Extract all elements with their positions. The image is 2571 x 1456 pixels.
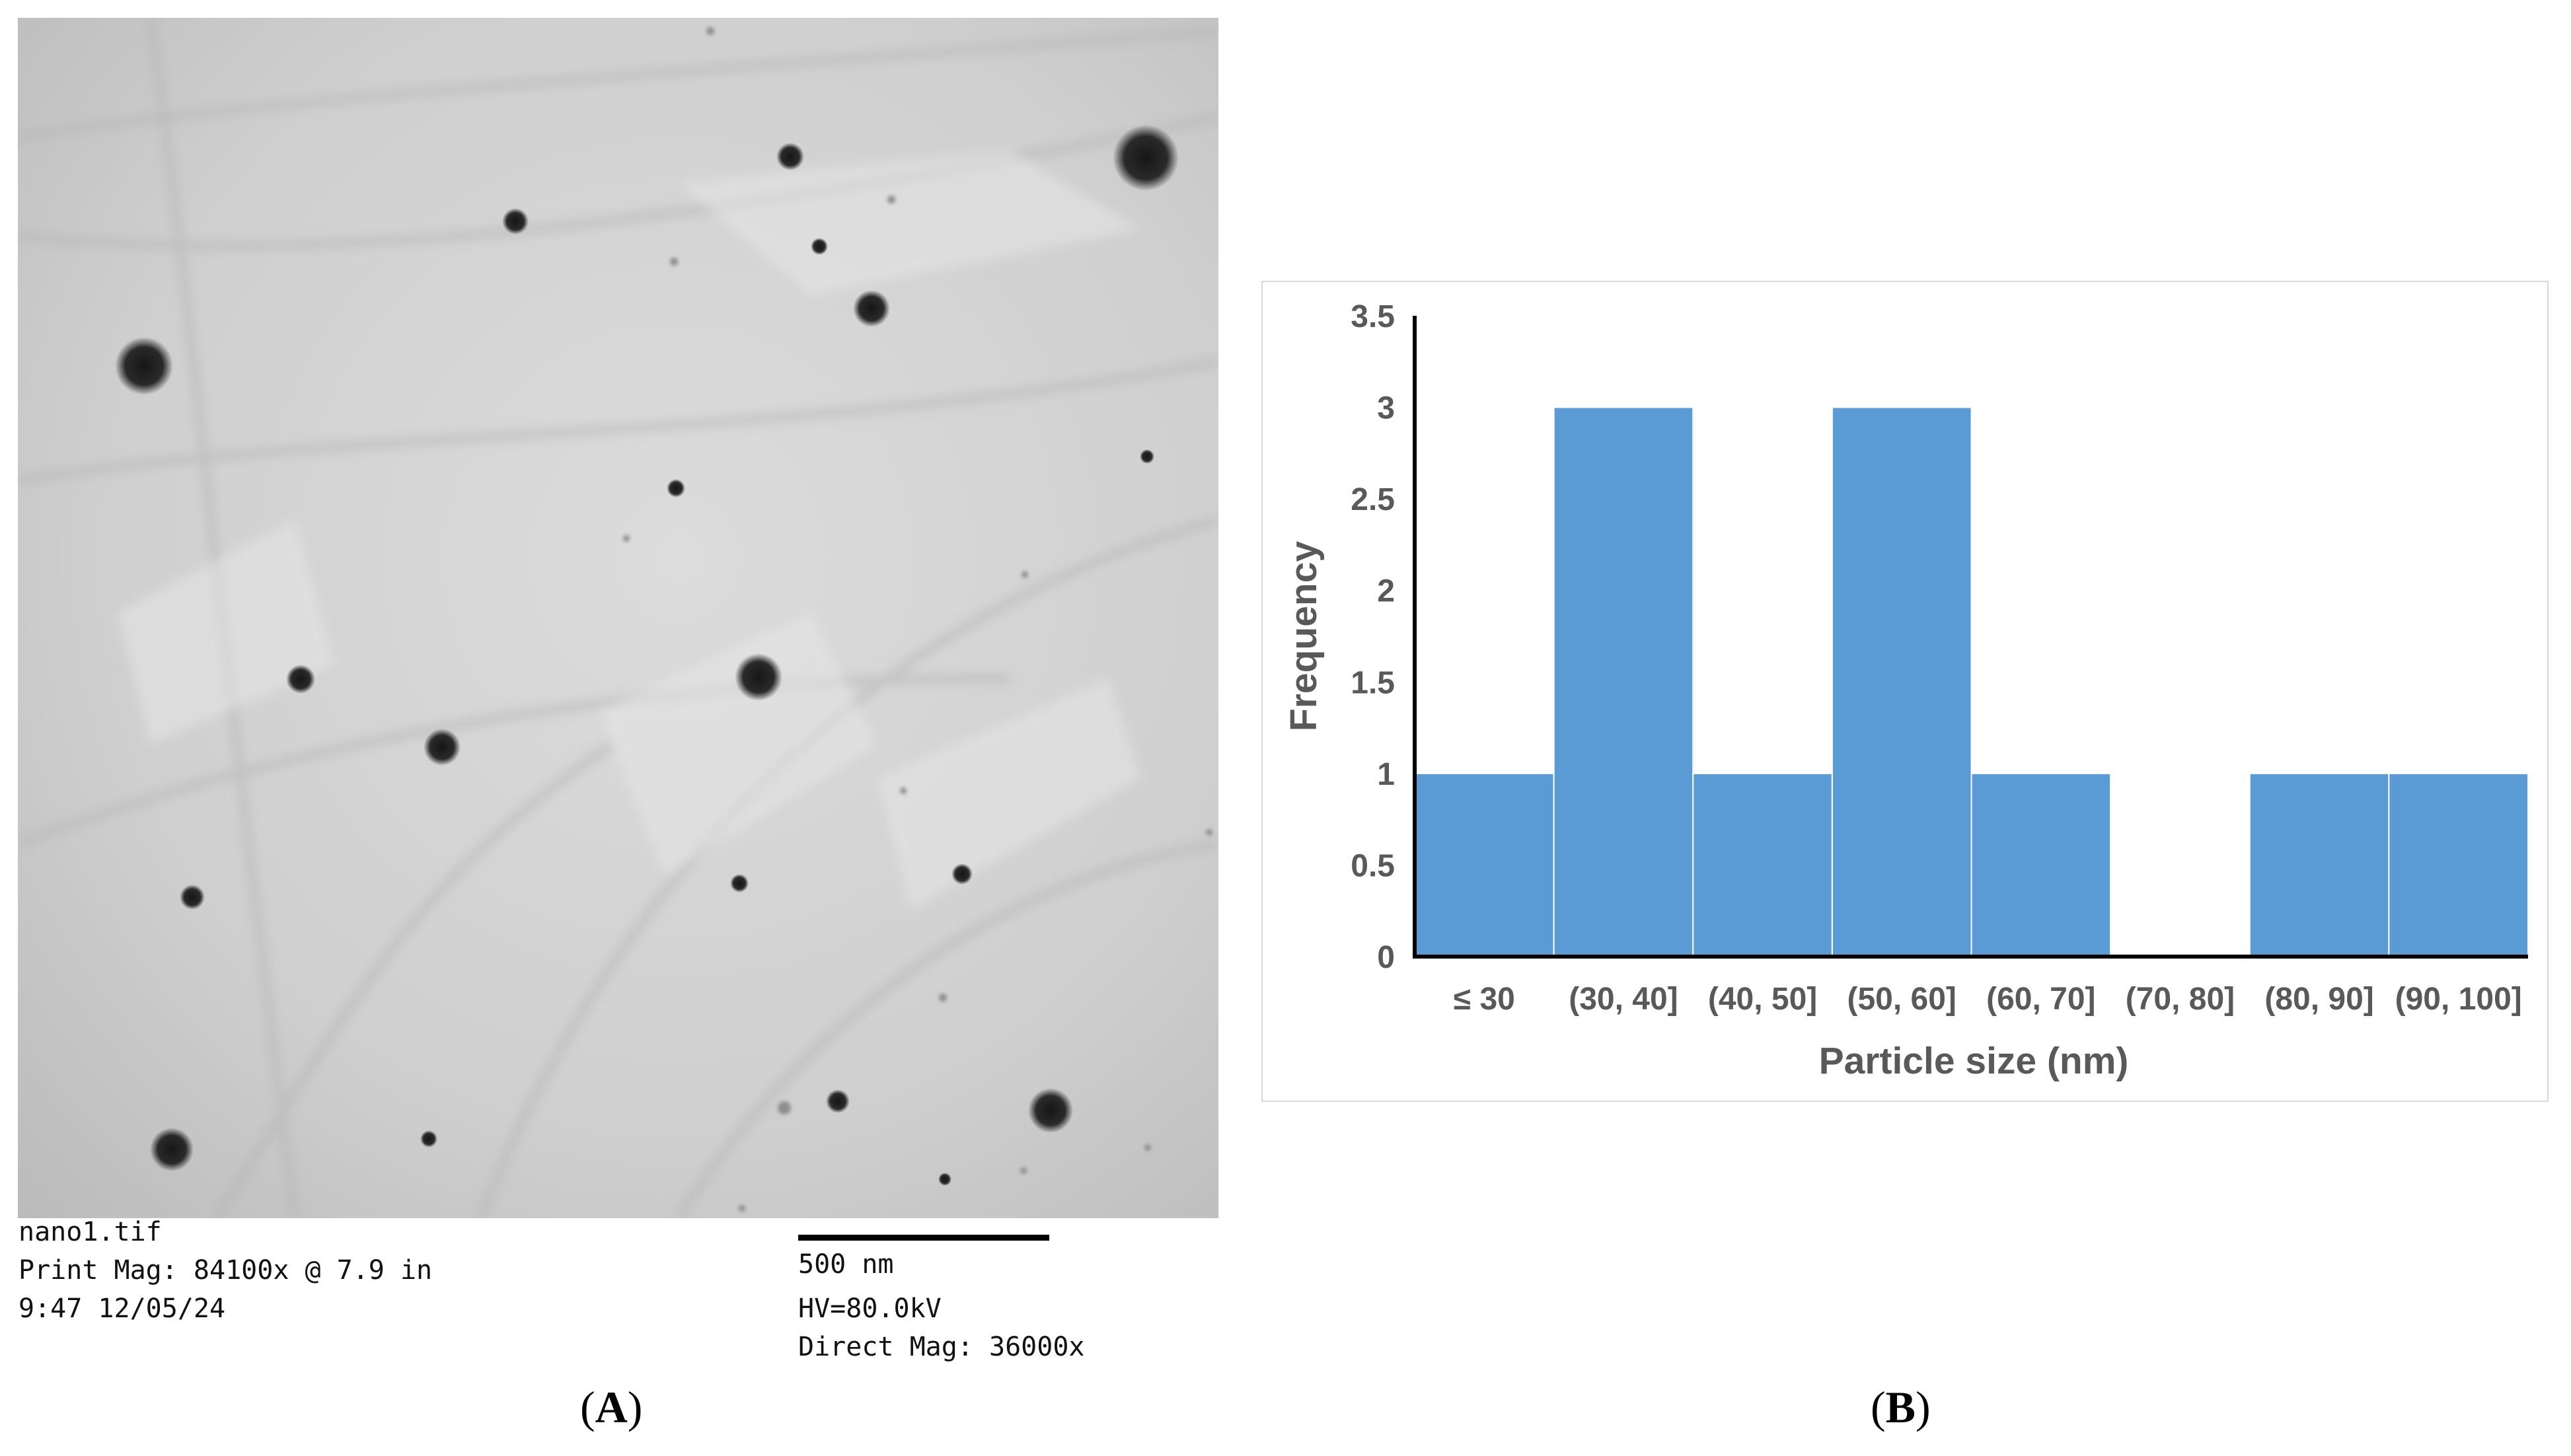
- tem-datetime: 9:47 12/05/24: [19, 1293, 226, 1324]
- y-tick-label: 2: [1377, 574, 1395, 609]
- histogram-bar: [1831, 406, 1972, 957]
- x-tick-label: (80, 90]: [2264, 982, 2373, 1017]
- y-tick-label: 3: [1377, 391, 1395, 426]
- x-tick-labels: ≤ 30 (30, 40] (40, 50] (50, 60] (60, 70] (70,…: [1454, 982, 2522, 1017]
- y-tick-label: 3.5: [1351, 299, 1395, 334]
- x-tick-label: (50, 60]: [1847, 982, 1956, 1017]
- x-tick-label: (70, 80]: [2126, 982, 2235, 1017]
- bars-group: [1414, 406, 2529, 958]
- x-tick-label: (30, 40]: [1569, 982, 1678, 1017]
- histogram-bar: [2388, 772, 2529, 958]
- tem-micrograph-image: [18, 18, 1218, 1218]
- x-tick-label: (60, 70]: [1986, 982, 2095, 1017]
- tem-filename: nano1.tif: [19, 1217, 162, 1247]
- y-axis-title: Frequency: [1283, 541, 1325, 732]
- scale-bar-label: 500 nm: [798, 1249, 894, 1280]
- histogram-bar: [2249, 772, 2390, 958]
- tem-print-magnification: Print Mag: 84100x @ 7.9 in: [19, 1255, 433, 1286]
- x-tick-label: ≤ 30: [1454, 982, 1515, 1017]
- histogram-bar: [1970, 772, 2112, 958]
- histogram-bar: [1692, 772, 1833, 958]
- histogram-bar: [1553, 406, 1694, 957]
- panel-label-a: (A): [580, 1382, 643, 1432]
- tem-direct-magnification: Direct Mag: 36000x: [798, 1332, 1085, 1362]
- tem-accelerating-voltage: HV=80.0kV: [798, 1293, 942, 1324]
- y-tick-labels: 0 0.5 1 1.5 2 2.5 3 3.5: [1351, 299, 1395, 975]
- histogram-bar: [1414, 772, 1555, 958]
- x-tick-label: (90, 100]: [2395, 982, 2522, 1017]
- x-tick-label: (40, 50]: [1708, 982, 1817, 1017]
- y-tick-label: 0: [1377, 940, 1395, 975]
- axes-group: [1413, 316, 2528, 959]
- y-tick-label: 0.5: [1351, 848, 1395, 883]
- scale-bar: [798, 1235, 1049, 1241]
- panel-label-b: (B): [1871, 1382, 1931, 1432]
- x-axis-title: Particle size (nm): [1819, 1040, 2129, 1082]
- y-tick-label: 2.5: [1351, 482, 1395, 517]
- y-tick-label: 1: [1377, 757, 1395, 792]
- y-tick-label: 1.5: [1351, 665, 1395, 700]
- tem-micrograph: [18, 18, 1218, 1218]
